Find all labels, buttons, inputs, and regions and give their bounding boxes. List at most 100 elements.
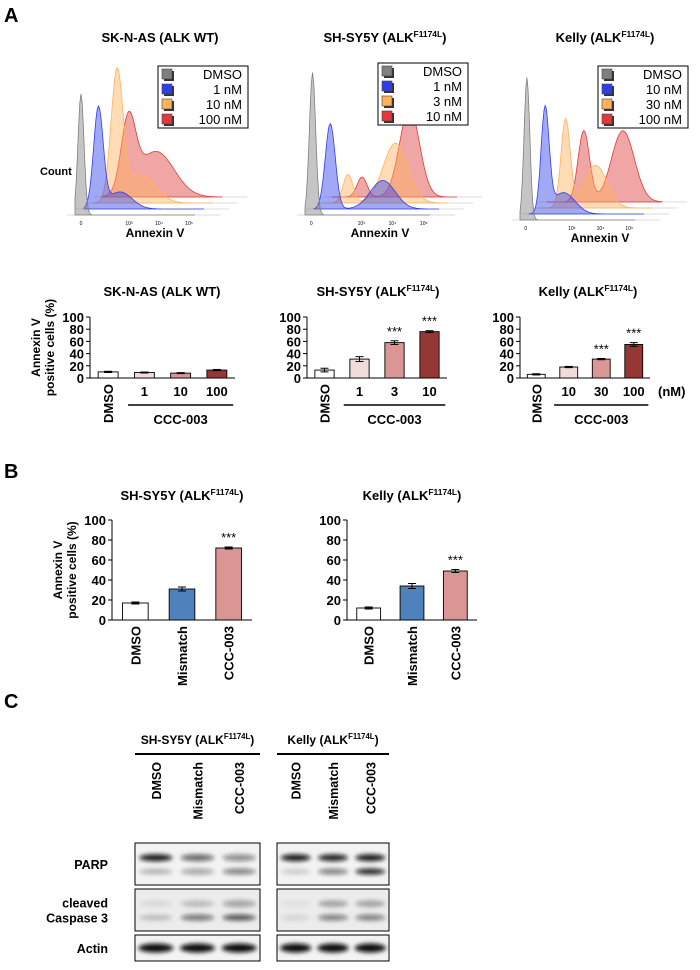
significance: *** xyxy=(422,314,437,329)
legend-swatch xyxy=(601,68,613,80)
lane-label: DMSO xyxy=(290,762,304,800)
blot-group-title: SH-SY5Y (ALKF1174L) xyxy=(141,732,255,747)
bar xyxy=(122,602,149,621)
lane-label: Mismatch xyxy=(327,762,341,820)
x-tick-label: 0 xyxy=(524,226,527,232)
x-tick-label: DMSO xyxy=(101,384,116,423)
error-bar xyxy=(532,373,541,376)
blot-band xyxy=(280,900,311,908)
row-label: cleaved xyxy=(62,897,108,911)
blot-band xyxy=(318,854,348,862)
lane-label: DMSO xyxy=(150,762,164,800)
blot-band xyxy=(280,914,311,921)
bar xyxy=(419,331,440,379)
y-tick-label: 0 xyxy=(99,613,106,628)
chart-title: Kelly (ALKF1174L) xyxy=(363,487,462,503)
blot-band xyxy=(221,943,257,953)
title-text: ) xyxy=(250,733,254,747)
chart-title: Kelly (ALKF1174L) xyxy=(539,283,638,299)
x-tick-label: DMSO xyxy=(362,626,377,665)
blot-band xyxy=(138,943,174,953)
x-tick-label: 1 xyxy=(356,384,363,399)
legend-label: 10 nM xyxy=(426,109,462,124)
title-text: Kelly (ALK xyxy=(556,30,622,45)
legend-swatch xyxy=(381,95,393,107)
panel-letter: C xyxy=(4,691,18,713)
x-tick-label: CCC-003 xyxy=(448,626,463,680)
legend-label: 30 nM xyxy=(646,97,682,112)
x-tick-label: DMSO xyxy=(529,384,544,423)
x-tick-label: 30 xyxy=(594,384,608,399)
title-text: SH-SY5Y (ALK xyxy=(316,284,407,299)
blot-band xyxy=(222,914,256,921)
blot-band xyxy=(280,854,311,862)
y-tick-label: 20 xyxy=(70,359,84,374)
legend-label: 3 nM xyxy=(433,94,462,109)
blot-band xyxy=(318,914,348,921)
lane-label: CCC-003 xyxy=(364,762,378,814)
error-bar xyxy=(176,372,185,375)
blot-band xyxy=(222,854,256,862)
legend-label: 10 nM xyxy=(206,97,242,112)
x-tick-label: 10 xyxy=(173,384,187,399)
chart-title: SH-SY5Y (ALKF1174L) xyxy=(316,283,439,299)
x-tick-label: DMSO xyxy=(318,384,333,423)
title-text: ) xyxy=(633,284,637,299)
blot-band xyxy=(139,914,173,921)
legend-label: DMSO xyxy=(643,67,682,82)
histogram-curve xyxy=(538,117,653,209)
y-tick-label: 40 xyxy=(500,347,514,362)
significance: *** xyxy=(448,553,463,568)
blot-band xyxy=(355,868,386,875)
x-tick-label: 3 xyxy=(391,384,398,399)
x-tick-label: Mismatch xyxy=(175,626,190,686)
blot-panel xyxy=(276,842,390,886)
histogram-curve xyxy=(528,104,644,215)
histogram-curve xyxy=(519,77,635,221)
y-tick-label: 40 xyxy=(327,573,341,588)
error-bar xyxy=(564,365,573,369)
legend-swatch xyxy=(161,68,173,80)
y-tick-label: 40 xyxy=(287,347,301,362)
bar xyxy=(559,366,579,379)
y-tick-label: 80 xyxy=(70,322,84,337)
error-bar xyxy=(629,342,638,347)
y-tick-label: 40 xyxy=(92,573,106,588)
legend-swatch xyxy=(161,113,173,125)
title-superscript: F1174L xyxy=(407,283,436,293)
error-bar xyxy=(425,330,434,334)
y-axis-label: Annexin V xyxy=(29,318,43,377)
chart-title: SH-SY5Y (ALKF1174L) xyxy=(120,487,243,503)
histogram-curve xyxy=(83,104,204,210)
blot-band xyxy=(355,854,386,862)
blot-band xyxy=(355,900,386,908)
legend-label: 1 nM xyxy=(213,82,242,97)
legend-label: DMSO xyxy=(423,64,462,79)
title-text: Kelly (ALK xyxy=(287,733,348,747)
blot-band xyxy=(180,900,215,908)
row-label: PARP xyxy=(74,858,108,872)
blot-band xyxy=(354,943,387,953)
x-tick-label: 10⁵ xyxy=(185,221,193,227)
title-text: ) xyxy=(650,30,654,45)
error-bar xyxy=(597,357,606,361)
x-tick-label: 10 xyxy=(562,384,576,399)
legend-swatch xyxy=(381,65,393,77)
significance: *** xyxy=(387,324,402,339)
blot-panel xyxy=(134,888,261,932)
title-text: ) xyxy=(457,488,461,503)
legend-swatch xyxy=(601,98,613,110)
title-text: Kelly (ALK xyxy=(539,284,605,299)
x-tick-label: 0 xyxy=(310,221,313,227)
error-bar xyxy=(212,368,221,372)
blot-panel xyxy=(276,888,390,932)
bar xyxy=(206,369,228,379)
x-axis-label: Annexin V xyxy=(351,226,410,240)
legend-swatch xyxy=(381,110,393,122)
panel-letter: B xyxy=(4,461,18,483)
x-tick-label: 10⁴ xyxy=(155,221,163,227)
bar xyxy=(624,344,644,379)
legend-swatch xyxy=(161,98,173,110)
row-label: Actin xyxy=(77,942,108,956)
title-superscript: F1174L xyxy=(224,732,251,741)
